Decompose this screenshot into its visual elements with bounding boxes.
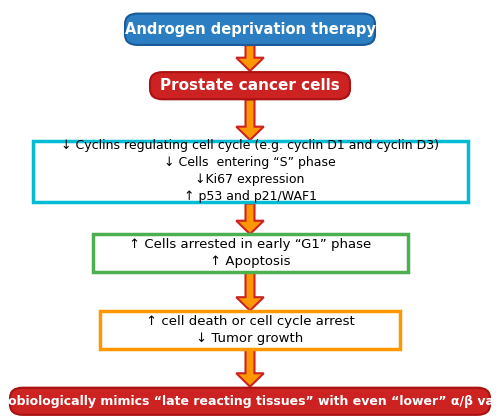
FancyBboxPatch shape (100, 311, 400, 349)
Text: Prostate cancer cells: Prostate cancer cells (160, 78, 340, 93)
FancyBboxPatch shape (10, 388, 490, 415)
FancyArrow shape (236, 272, 264, 311)
Text: ↑ Cells arrested in early “G1” phase
↑ Apoptosis: ↑ Cells arrested in early “G1” phase ↑ A… (129, 238, 371, 268)
FancyBboxPatch shape (92, 234, 407, 272)
FancyArrow shape (236, 349, 264, 387)
Text: Androgen deprivation therapy: Androgen deprivation therapy (124, 22, 376, 37)
Text: ↑ cell death or cell cycle arrest
↓ Tumor growth: ↑ cell death or cell cycle arrest ↓ Tumo… (146, 315, 354, 345)
FancyArrow shape (236, 45, 264, 71)
FancyArrow shape (236, 99, 264, 140)
FancyBboxPatch shape (150, 72, 350, 99)
Text: ↓ Cyclins regulating cell cycle (e.g. cyclin D1 and cyclin D3)
↓ Cells  entering: ↓ Cyclins regulating cell cycle (e.g. cy… (61, 139, 439, 204)
Text: Radiobiologically mimics “late reacting tissues” with even “lower” α/β values: Radiobiologically mimics “late reacting … (0, 395, 500, 408)
FancyBboxPatch shape (125, 13, 375, 45)
FancyArrow shape (236, 204, 264, 234)
FancyBboxPatch shape (32, 141, 468, 202)
